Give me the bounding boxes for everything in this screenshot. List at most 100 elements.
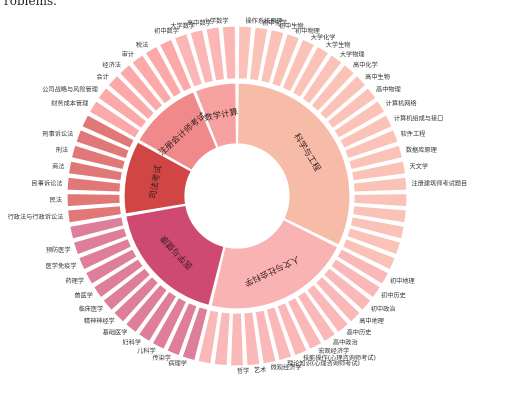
outer-segment[interactable] <box>259 28 285 85</box>
outer-segment[interactable] <box>102 267 152 312</box>
outer-segment-label: 哲学 <box>237 367 249 375</box>
outer-segment-label: 大学生物 <box>326 41 351 49</box>
outer-segment-label: 理论知识(心理咨询师考试) <box>287 360 360 368</box>
outer-segment-label: 技能操作(心理咨询师考试) <box>303 354 376 362</box>
outer-segment[interactable] <box>130 53 173 105</box>
outer-segment[interactable] <box>301 53 344 105</box>
outer-segment[interactable] <box>84 248 138 286</box>
outer-segment-label: 精神神经学 <box>84 317 115 325</box>
outer-segment-label: 高中政治 <box>333 338 358 346</box>
outer-segment-label: 高中物理 <box>376 86 401 94</box>
outer-segment[interactable] <box>341 237 397 271</box>
outer-segment[interactable] <box>75 128 131 160</box>
outer-segment[interactable] <box>166 301 198 357</box>
outer-segment-label: 预防医学 <box>46 246 71 254</box>
outer-segment-label: 妇科学 <box>123 338 142 346</box>
outer-segment[interactable] <box>254 309 277 365</box>
outer-segment[interactable] <box>322 267 372 312</box>
outer-segment-label: 初中数学 <box>154 27 179 35</box>
outer-segment[interactable] <box>310 63 356 113</box>
outer-segment[interactable] <box>276 301 308 357</box>
outer-segment[interactable] <box>346 227 402 256</box>
outer-segment-label: 商法 <box>52 163 64 171</box>
outer-segment[interactable] <box>265 305 293 362</box>
outer-segment[interactable] <box>338 113 393 150</box>
outer-segment[interactable] <box>291 45 330 99</box>
outer-segment-label: 民法 <box>50 196 62 204</box>
outer-segment-label: 大学数学 <box>170 22 195 30</box>
outer-segment[interactable] <box>296 290 337 343</box>
outer-segment-label: 高中历史 <box>347 328 372 336</box>
outer-segment[interactable] <box>144 45 183 99</box>
outer-segment[interactable] <box>107 74 156 121</box>
outer-segment[interactable] <box>151 296 188 351</box>
outer-segment[interactable] <box>69 216 125 240</box>
outer-segment[interactable] <box>70 144 127 171</box>
inner-segment[interactable] <box>194 82 238 149</box>
outer-segment[interactable] <box>352 176 408 193</box>
outer-segment[interactable] <box>221 25 237 81</box>
outer-segment[interactable] <box>350 160 407 182</box>
outer-segment-label: 行政法与行政诉讼法 <box>8 213 64 221</box>
outer-segment[interactable] <box>189 28 215 85</box>
outer-segment[interactable] <box>92 257 145 299</box>
outer-segment[interactable] <box>112 275 160 324</box>
outer-segment-label: 高中地理 <box>359 317 384 325</box>
outer-segment[interactable] <box>347 144 404 171</box>
outer-segment[interactable] <box>81 113 136 150</box>
outer-segment-label: 审计 <box>122 50 134 58</box>
outer-segment-label: 初中化学 <box>262 19 287 27</box>
outer-segment[interactable] <box>270 32 301 88</box>
outer-segment[interactable] <box>229 312 245 367</box>
outer-segment[interactable] <box>314 275 362 324</box>
inner-segment[interactable] <box>137 90 218 172</box>
outer-segment[interactable] <box>248 26 269 82</box>
outer-segment[interactable] <box>88 99 141 139</box>
outer-segment[interactable] <box>353 192 408 208</box>
outer-segment[interactable] <box>343 128 399 160</box>
outer-segment[interactable] <box>333 99 386 139</box>
outer-segment[interactable] <box>237 25 253 81</box>
outer-segment[interactable] <box>329 257 382 299</box>
outer-segment-label: 初中物理 <box>295 27 320 35</box>
outer-segment[interactable] <box>67 160 124 182</box>
outer-segment[interactable] <box>305 283 350 334</box>
outer-segment[interactable] <box>326 86 377 130</box>
outer-segment-label: 税法 <box>136 41 148 49</box>
outer-segment[interactable] <box>205 26 226 82</box>
outer-segment[interactable] <box>336 248 390 286</box>
outer-segment[interactable] <box>243 311 261 367</box>
outer-segment[interactable] <box>173 32 204 88</box>
inner-segment[interactable] <box>123 141 193 215</box>
outer-segment[interactable] <box>118 63 164 113</box>
outer-segment[interactable] <box>197 309 220 365</box>
outer-segment-label: 财务成本管理 <box>51 100 88 108</box>
outer-segment[interactable] <box>158 38 193 93</box>
inner-segment[interactable] <box>125 204 225 307</box>
outer-segment[interactable] <box>66 204 123 224</box>
outer-segment-label: 临床医学 <box>78 305 103 313</box>
outer-segment[interactable] <box>286 296 323 351</box>
outer-segment[interactable] <box>124 283 169 334</box>
outer-segment[interactable] <box>213 311 231 367</box>
outer-segment[interactable] <box>318 74 367 121</box>
outer-segment[interactable] <box>97 86 148 130</box>
outer-segment[interactable] <box>181 305 209 362</box>
outer-segment-label: 经济法 <box>102 61 121 69</box>
outer-segment-label: 医学免疫学 <box>46 262 77 270</box>
outer-segment-label: 会计 <box>96 73 108 81</box>
inner-segment[interactable] <box>210 218 339 310</box>
outer-segment-label: 计算机组成与接口 <box>394 114 444 122</box>
outer-segment[interactable] <box>351 204 408 224</box>
outer-segment[interactable] <box>349 216 405 240</box>
outer-segment-label: 软件工程 <box>401 130 426 138</box>
inner-segment[interactable] <box>236 82 351 246</box>
outer-segment-label: 大学化学 <box>311 33 336 41</box>
outer-segment[interactable] <box>66 192 121 208</box>
outer-segment[interactable] <box>137 290 178 343</box>
outer-segment[interactable] <box>72 227 128 256</box>
outer-segment[interactable] <box>77 237 133 271</box>
outer-segment[interactable] <box>281 38 316 93</box>
outer-segment[interactable] <box>66 176 122 193</box>
